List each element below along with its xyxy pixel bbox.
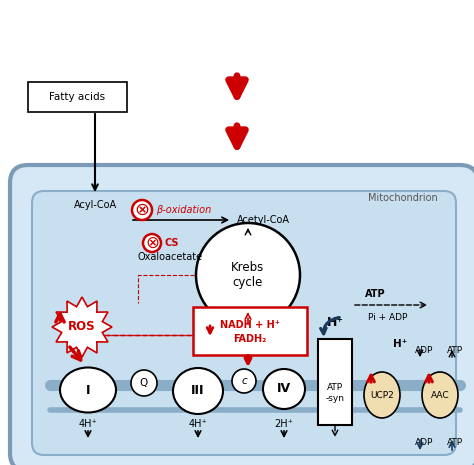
Text: Q: Q [140,378,148,388]
FancyBboxPatch shape [193,307,307,355]
Text: ⊗: ⊗ [145,233,159,252]
Text: Acetyl-CoA: Acetyl-CoA [237,215,290,225]
Text: FADH₂: FADH₂ [233,334,267,344]
FancyBboxPatch shape [10,165,474,465]
FancyBboxPatch shape [318,339,352,425]
Text: β-oxidation: β-oxidation [156,205,211,215]
FancyBboxPatch shape [32,191,456,455]
Text: UCP2: UCP2 [370,391,394,399]
Text: ROS: ROS [68,320,96,333]
Ellipse shape [173,368,223,414]
Text: H⁺: H⁺ [327,317,344,330]
FancyBboxPatch shape [28,82,127,112]
Text: 4H⁺: 4H⁺ [79,419,97,429]
Text: ADP: ADP [415,346,433,355]
Polygon shape [52,297,112,357]
Text: CS: CS [165,238,180,248]
Text: IV: IV [277,383,291,396]
Text: III: III [191,385,205,398]
Ellipse shape [263,369,305,409]
Circle shape [131,370,157,396]
Circle shape [196,223,300,327]
Text: ATP: ATP [447,438,463,447]
Text: 2H⁺: 2H⁺ [274,419,293,429]
Ellipse shape [364,372,400,418]
Text: I: I [86,384,90,397]
Ellipse shape [60,367,116,412]
Text: AAC: AAC [431,391,449,399]
Circle shape [132,200,152,220]
Circle shape [232,369,256,393]
Ellipse shape [422,372,458,418]
Text: 4H⁺: 4H⁺ [189,419,207,429]
Text: Oxaloacetate: Oxaloacetate [138,252,203,262]
Text: Acyl-CoA: Acyl-CoA [73,200,117,210]
Text: NADH + H⁺: NADH + H⁺ [220,320,280,330]
Text: Pi + ADP: Pi + ADP [368,313,408,322]
Text: ATP: ATP [365,289,385,299]
Text: ATP
-syn: ATP -syn [326,383,345,403]
Text: Fatty acids: Fatty acids [49,92,105,102]
Text: ⊗: ⊗ [135,200,150,219]
Text: ADP: ADP [415,438,433,447]
Text: ATP: ATP [447,346,463,355]
Text: H⁺: H⁺ [393,339,407,349]
Text: c: c [241,376,247,386]
Circle shape [143,234,161,252]
Text: Mitochondrion: Mitochondrion [368,193,438,203]
Text: Krebs
cycle: Krebs cycle [231,261,264,289]
